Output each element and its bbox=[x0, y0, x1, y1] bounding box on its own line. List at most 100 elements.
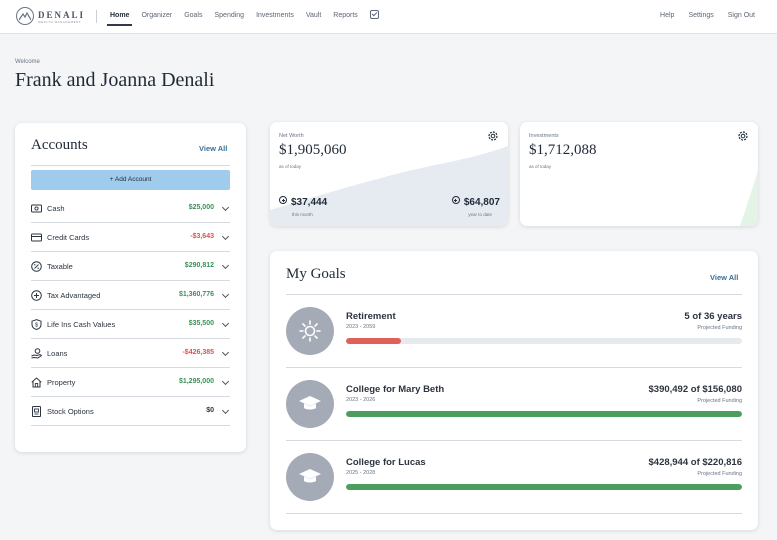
net-worth-as-of: as of today bbox=[279, 164, 302, 169]
graduation-cap-icon bbox=[299, 396, 321, 410]
goal-progress-bar bbox=[346, 484, 742, 490]
net-worth-area-chart bbox=[270, 146, 508, 226]
account-value: -$3,643 bbox=[190, 233, 214, 240]
account-value: $290,812 bbox=[184, 262, 214, 269]
goal-funding-label: Projected Funding bbox=[697, 325, 742, 331]
chevron-down-icon[interactable] bbox=[221, 319, 230, 328]
house-icon bbox=[31, 377, 42, 388]
sign-out-link[interactable]: Sign Out bbox=[727, 12, 755, 19]
account-row-life-ins[interactable]: $ Life Ins Cash Values $35,500 bbox=[31, 310, 230, 339]
accounts-view-all-link[interactable]: View All bbox=[199, 144, 228, 153]
chevron-down-icon[interactable] bbox=[221, 348, 230, 357]
goal-row-retirement[interactable]: Retirement 2023 - 2059 5 of 36 years Pro… bbox=[286, 295, 742, 368]
add-account-button[interactable]: + Add Account bbox=[31, 170, 230, 190]
account-row-taxable[interactable]: Taxable $290,812 bbox=[31, 252, 230, 281]
account-row-loans[interactable]: Loans -$426,385 bbox=[31, 339, 230, 368]
nav-goals[interactable]: Goals bbox=[184, 12, 203, 19]
account-label: Taxable bbox=[47, 262, 73, 271]
nav-reports[interactable]: Reports bbox=[333, 12, 358, 19]
account-label: Cash bbox=[47, 204, 65, 213]
accounts-list: Cash $25,000 Credit Cards -$3,643 Taxabl… bbox=[31, 194, 230, 426]
nav-organizer[interactable]: Organizer bbox=[141, 12, 173, 19]
chevron-down-icon[interactable] bbox=[221, 203, 230, 212]
cash-icon bbox=[31, 204, 42, 213]
chevron-down-icon[interactable] bbox=[221, 406, 230, 415]
gear-icon[interactable] bbox=[487, 130, 499, 142]
month-change-value: $37,444 bbox=[291, 197, 328, 208]
account-row-credit-cards[interactable]: Credit Cards -$3,643 bbox=[31, 223, 230, 252]
month-change: $37,444 bbox=[279, 196, 327, 208]
account-value: $1,295,000 bbox=[178, 378, 214, 385]
goal-progress-bar bbox=[346, 411, 742, 417]
goal-row-college-mary-beth[interactable]: College for Mary Beth 2023 - 2026 $390,4… bbox=[286, 368, 742, 441]
chevron-down-icon[interactable] bbox=[221, 290, 230, 299]
percent-circle-icon bbox=[31, 261, 42, 272]
denali-logo[interactable]: DENALI WEALTH MANAGEMENT bbox=[16, 7, 86, 27]
goal-progress-fill bbox=[346, 411, 742, 417]
mountain-logo-icon bbox=[16, 7, 34, 25]
brand-name: DENALI bbox=[38, 10, 86, 20]
nav-spending[interactable]: Spending bbox=[214, 12, 245, 19]
tasks-checkbox-icon[interactable] bbox=[369, 10, 379, 19]
goal-amount: $390,492 of $156,080 bbox=[648, 384, 743, 395]
goal-progress-fill bbox=[346, 338, 402, 344]
account-label: Life Ins Cash Values bbox=[47, 320, 116, 329]
page-title: Frank and Joanna Denali bbox=[15, 69, 215, 91]
hand-money-icon bbox=[31, 348, 42, 359]
nav-vault[interactable]: Vault bbox=[305, 12, 322, 19]
goal-row-college-lucas[interactable]: College for Lucas 2025 - 2028 $428,944 o… bbox=[286, 441, 742, 514]
plus-circle-icon bbox=[451, 196, 460, 204]
plus-circle-icon bbox=[31, 290, 42, 301]
document-chart-icon bbox=[32, 406, 41, 417]
account-label: Loans bbox=[47, 349, 68, 358]
account-row-property[interactable]: Property $1,295,000 bbox=[31, 368, 230, 397]
goal-amount: $428,944 of $220,816 bbox=[648, 457, 743, 468]
brand-tagline: WEALTH MANAGEMENT bbox=[38, 20, 82, 24]
credit-card-icon bbox=[31, 233, 42, 242]
account-row-tax-advantaged[interactable]: Tax Advantaged $1,360,776 bbox=[31, 281, 230, 310]
nav-divider bbox=[96, 10, 97, 23]
net-worth-card[interactable]: Net Worth $1,905,060 as of today $37,444… bbox=[270, 122, 508, 226]
chevron-down-icon[interactable] bbox=[221, 261, 230, 270]
ytd-change: $64,807 bbox=[451, 196, 500, 208]
goal-avatar bbox=[286, 380, 334, 428]
welcome-label: Welcome bbox=[15, 59, 40, 65]
ytd-change-value: $64,807 bbox=[463, 197, 500, 208]
nav-investments[interactable]: Investments bbox=[256, 12, 294, 19]
account-label: Credit Cards bbox=[47, 233, 90, 242]
account-label: Stock Options bbox=[47, 407, 94, 416]
investments-value: $1,712,088 bbox=[529, 142, 597, 158]
graduation-cap-icon bbox=[299, 469, 321, 483]
ytd-change-label: year to date bbox=[468, 212, 492, 217]
svg-text:$: $ bbox=[35, 323, 38, 329]
help-link[interactable]: Help bbox=[660, 12, 675, 19]
investments-label: Investments bbox=[529, 133, 559, 139]
goal-funding-label: Projected Funding bbox=[697, 398, 742, 404]
gear-icon[interactable] bbox=[737, 130, 749, 142]
goal-years: 2023 - 2026 bbox=[346, 397, 376, 403]
account-row-stock-options[interactable]: Stock Options $0 bbox=[31, 397, 230, 426]
nav-home[interactable]: Home bbox=[106, 0, 133, 34]
goals-view-all-link[interactable]: View All bbox=[710, 273, 739, 282]
goal-name: Retirement bbox=[346, 311, 396, 322]
investments-as-of: as of today bbox=[529, 164, 552, 169]
goal-name: College for Lucas bbox=[346, 457, 426, 468]
plus-circle-icon bbox=[279, 196, 287, 204]
goal-name: College for Mary Beth bbox=[346, 384, 445, 395]
goal-years: 2023 - 2059 bbox=[346, 324, 376, 330]
account-row-cash[interactable]: Cash $25,000 bbox=[31, 194, 230, 223]
goal-progress-bar bbox=[346, 338, 742, 344]
chevron-down-icon[interactable] bbox=[221, 377, 230, 386]
chevron-down-icon[interactable] bbox=[221, 232, 230, 241]
top-navigation-bar: DENALI WEALTH MANAGEMENT Home Organizer … bbox=[0, 0, 777, 34]
sun-icon bbox=[299, 320, 321, 342]
net-worth-label: Net Worth bbox=[279, 133, 304, 139]
my-goals-card: My Goals View All Retirement 2023 - 2059… bbox=[270, 251, 758, 530]
divider bbox=[286, 294, 742, 295]
settings-link[interactable]: Settings bbox=[688, 12, 714, 19]
accounts-card: Accounts View All + Add Account Cash $25… bbox=[15, 123, 246, 452]
investments-card[interactable]: Investments $1,712,088 as of today bbox=[520, 122, 758, 226]
goal-years: 2025 - 2028 bbox=[346, 470, 376, 476]
goal-avatar bbox=[286, 307, 334, 355]
account-value: $25,000 bbox=[188, 204, 214, 211]
